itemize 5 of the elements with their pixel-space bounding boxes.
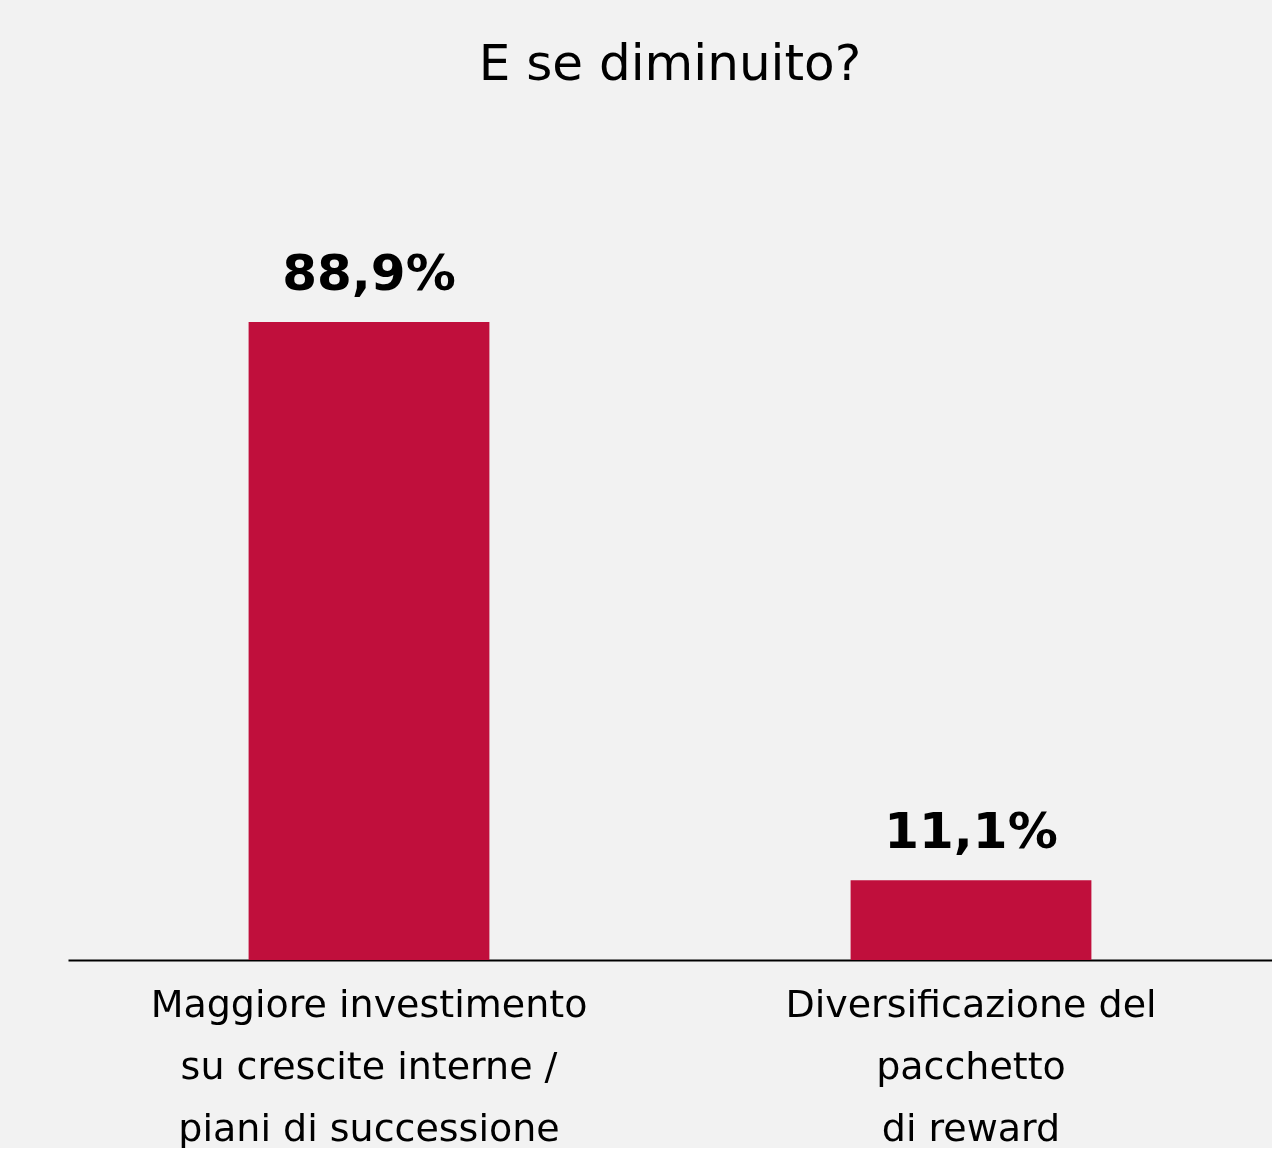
chart-title: E se diminuito? xyxy=(478,34,862,92)
x-tick-label: Maggiore investimento su crescite interne / piani di successione xyxy=(150,981,588,1150)
data-label: 88,9% xyxy=(282,244,456,302)
x-tick-label: Diversificazione del pacchetto di reward xyxy=(785,981,1157,1150)
data-label: 11,1% xyxy=(884,802,1058,861)
